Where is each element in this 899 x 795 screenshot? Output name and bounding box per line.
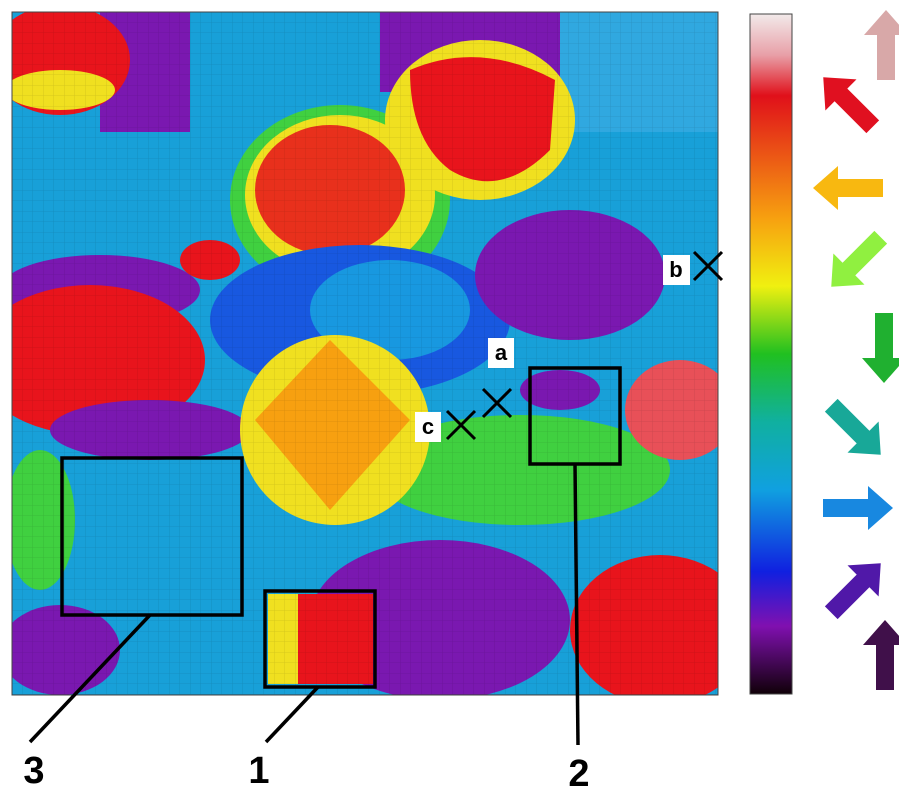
colorbar xyxy=(749,13,793,695)
direction-arrows xyxy=(807,10,899,690)
marker-label: c xyxy=(422,414,434,439)
region-label: 3 xyxy=(23,750,44,792)
marker-label: a xyxy=(495,340,508,365)
region-label: 2 xyxy=(568,753,589,795)
marker-label-boxes xyxy=(415,255,690,442)
crosses xyxy=(445,250,724,441)
marker-label: b xyxy=(669,257,682,282)
orientation-map xyxy=(12,12,718,695)
region-label: 1 xyxy=(248,750,269,792)
region-boxes xyxy=(28,366,622,746)
map-frame xyxy=(11,11,719,696)
